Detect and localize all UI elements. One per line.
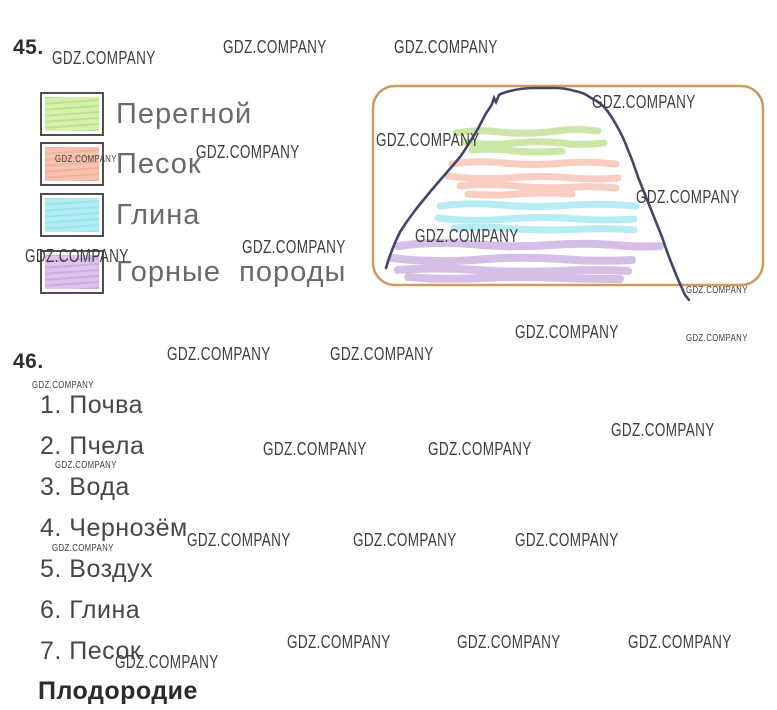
humus-swatch-fill [45,97,99,131]
diagram-frame [371,84,765,287]
diagram-layer-humus-scribble [452,126,608,156]
list-item: 5. Воздух [40,555,154,583]
exercise-46-number: 46. [13,350,44,373]
list-item: 6. Глина [40,596,141,624]
list-item: 1. Почва [40,391,144,419]
watermark: GDZ.COMPANY [330,344,434,364]
list-item: 7. Песок [40,637,142,665]
sand-swatch [40,142,104,186]
watermark: GDZ.COMPANY [428,439,532,459]
watermark: GDZ.COMPANY [394,37,498,57]
watermark: GDZ.COMPANY [611,420,715,440]
clay-swatch-fill [45,198,99,232]
soil-hill-diagram [371,84,765,302]
exercise-45-number: 45. [13,36,44,59]
legend-label-clay: Глина [116,198,201,231]
fertility-answer: Плодородие [38,677,198,705]
watermark: GDZ.COMPANY [515,530,619,550]
watermark: GDZ.COMPANY [167,344,271,364]
watermark: GDZ.COMPANY [196,142,300,162]
exercise-46-list: 1. Почва 2. Пчела 3. Вода 4. Чернозём 5.… [40,391,188,678]
list-item: 3. Вода [40,473,130,501]
diagram-layer-sand-scribble [444,158,622,199]
legend-item-rocks: Горные породы [40,250,346,294]
rocks-swatch [40,250,104,294]
watermark: GDZ.COMPANY [515,322,619,342]
legend-item-humus: Перегной [40,92,252,136]
legend-item-sand: Песок [40,142,202,186]
watermark: GDZ.COMPANY [223,37,327,57]
list-item: 2. Пчела [40,432,145,460]
sand-swatch-fill [45,147,99,181]
watermark: GDZ.COMPANY [457,632,561,652]
watermark: GDZ.COMPANY [52,48,156,68]
watermark: GDZ.COMPANY [353,530,457,550]
watermark: GDZ.COMPANY [686,333,748,344]
list-item: 4. Чернозём [40,514,188,542]
watermark: GDZ.COMPANY [628,632,732,652]
watermark: GDZ.COMPANY [187,530,291,550]
hill-outline [384,86,691,302]
legend-label-sand: Песок [116,147,202,180]
rocks-swatch-fill [45,255,99,289]
legend-label-humus: Перегной [116,97,253,130]
legend-label-rocks: Горные породы [116,255,347,288]
diagram-layer-rocks-scribble [388,238,664,283]
diagram-layer-clay-scribble [434,200,640,234]
humus-swatch [40,92,104,136]
watermark: GDZ.COMPANY [263,439,367,459]
watermark: GDZ.COMPANY [32,380,94,391]
legend-item-clay: Глина [40,193,200,237]
clay-swatch [40,193,104,237]
watermark: GDZ.COMPANY [287,632,391,652]
